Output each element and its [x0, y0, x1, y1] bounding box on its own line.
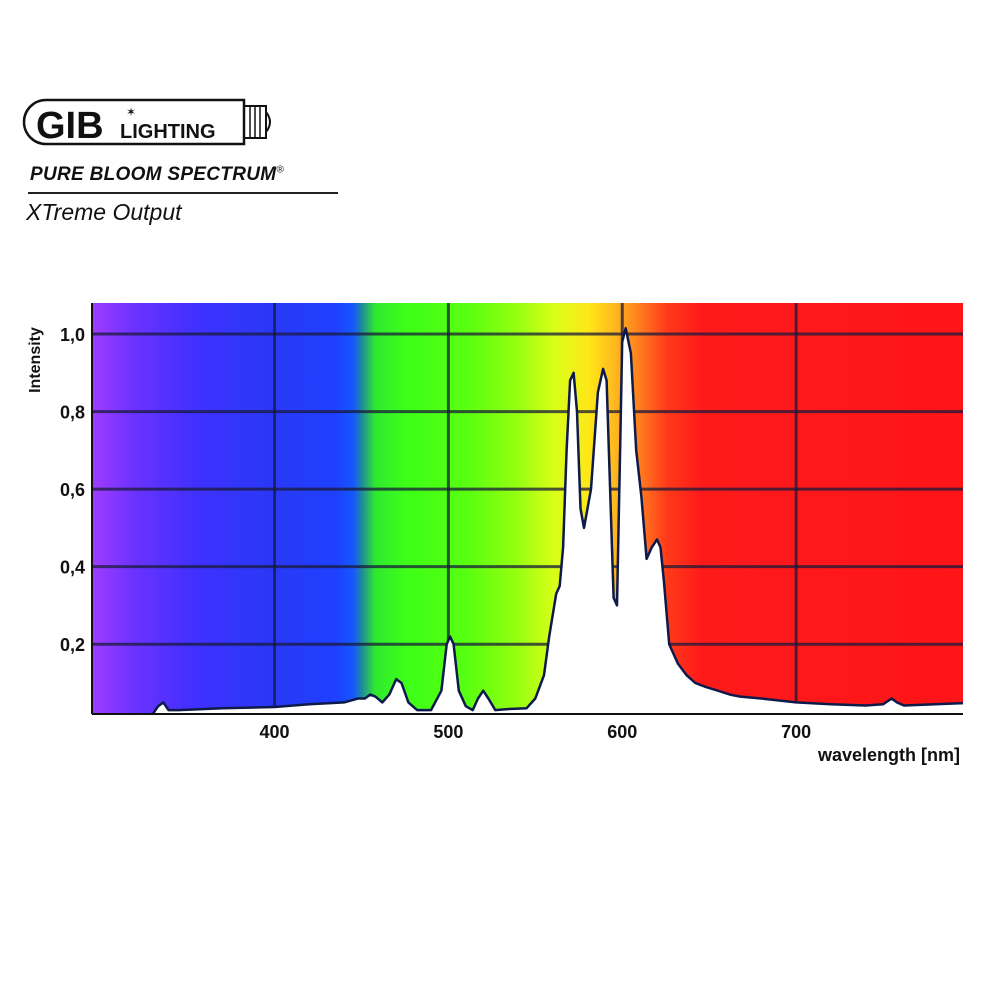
product-name: XTreme Output: [26, 199, 182, 225]
y-tick-label: 0,4: [60, 558, 85, 578]
svg-text:✶: ✶: [126, 105, 136, 119]
x-axis-label: wavelength [nm]: [817, 745, 960, 765]
logo-text-secondary: LIGHTING: [120, 121, 216, 143]
grid: [92, 303, 963, 714]
spectrum-line: [151, 326, 964, 715]
spectrum-area: [152, 328, 964, 714]
y-axis-label: Intensity: [27, 327, 44, 393]
x-tick-label: 600: [607, 722, 637, 742]
logo-text-main: GIB: [36, 105, 104, 147]
plot-background: [92, 303, 963, 714]
y-tick-label: 0,6: [60, 480, 85, 500]
x-tick-label: 400: [260, 722, 290, 742]
product-line: PURE BLOOM SPECTRUM®: [30, 164, 285, 185]
gib-lighting-logo: GIB LIGHTING ✶: [22, 98, 271, 147]
y-tick-label: 1,0: [60, 325, 85, 345]
x-tick-label: 500: [433, 722, 463, 742]
y-tick-label: 0,8: [60, 403, 85, 423]
y-tick-label: 0,2: [60, 635, 85, 655]
divider: [28, 192, 338, 194]
x-tick-label: 700: [781, 722, 811, 742]
